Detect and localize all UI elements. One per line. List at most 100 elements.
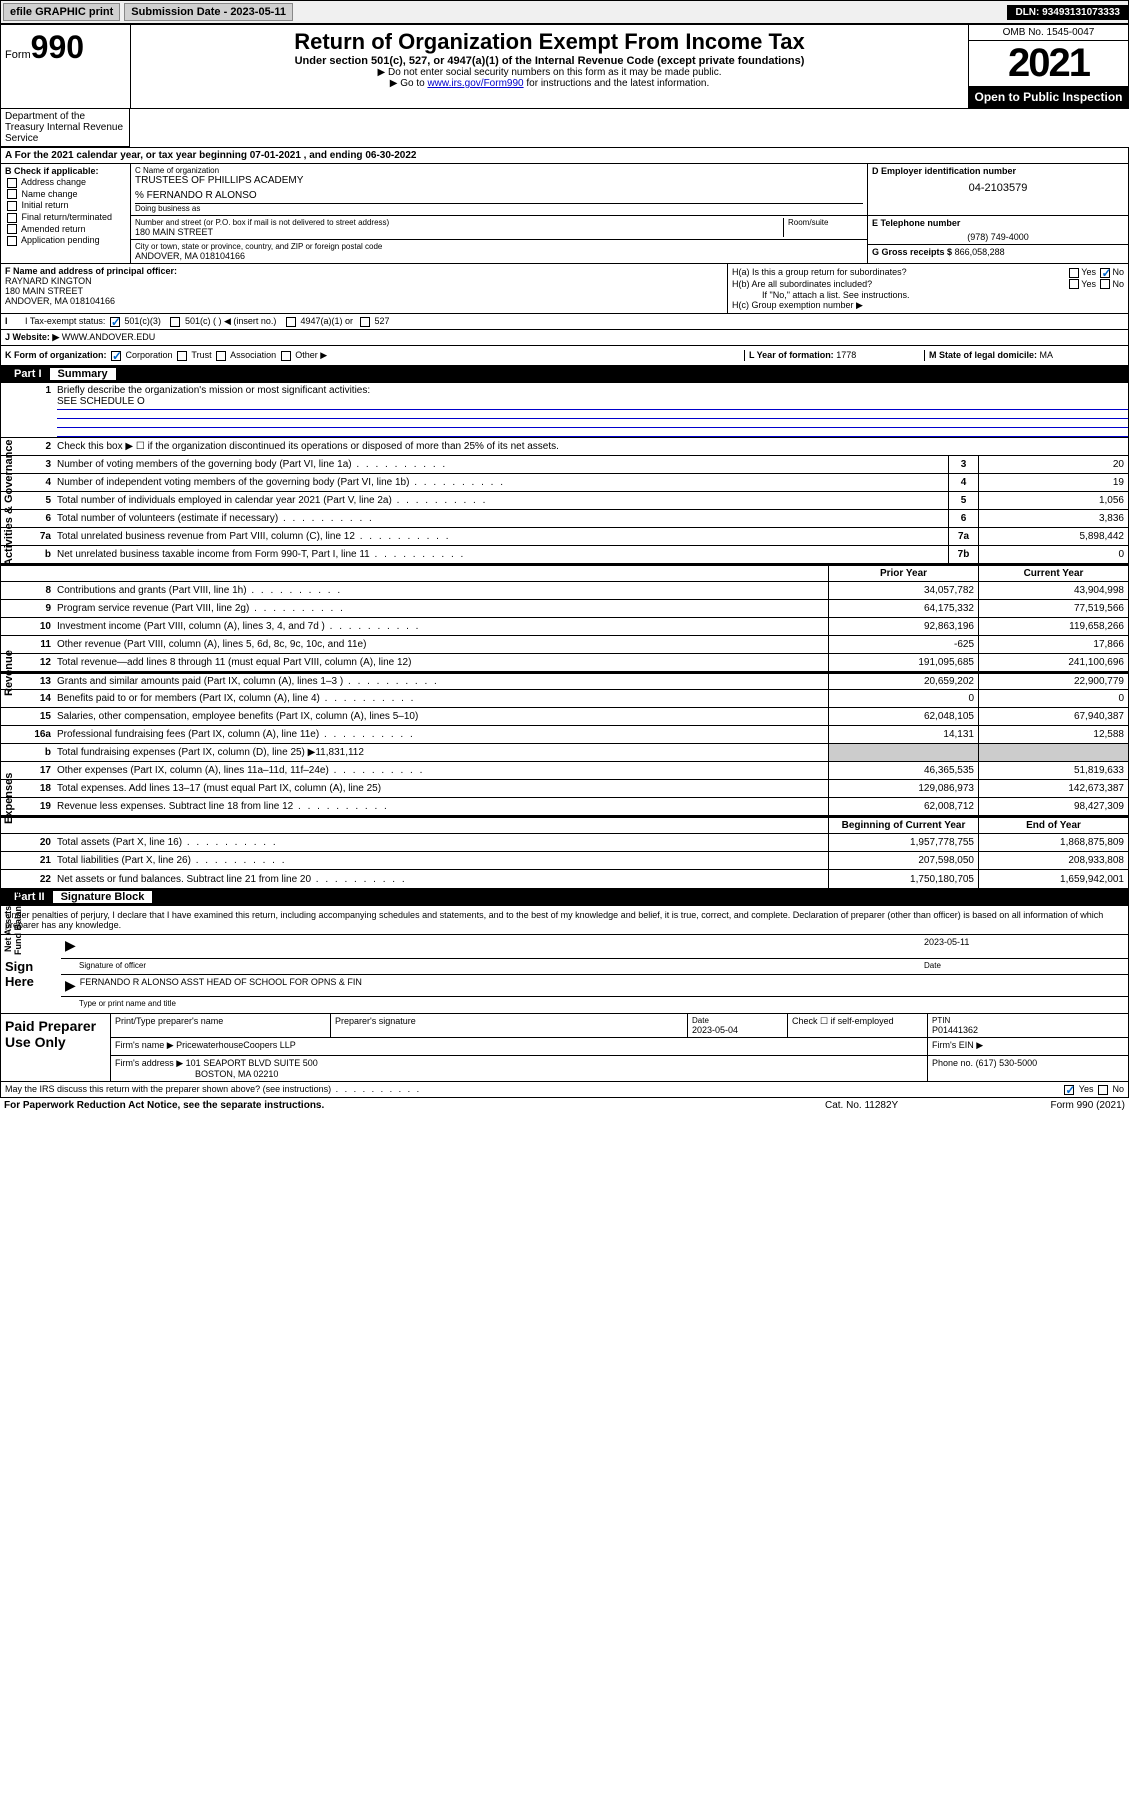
top-bar: efile GRAPHIC print Submission Date - 20… bbox=[0, 0, 1129, 24]
website[interactable]: WWW.ANDOVER.EDU bbox=[62, 332, 156, 342]
city-label: City or town, state or province, country… bbox=[135, 242, 863, 251]
title-box: Return of Organization Exempt From Incom… bbox=[131, 25, 968, 108]
hb-note: If "No," attach a list. See instructions… bbox=[732, 290, 1124, 300]
line-15: 15Salaries, other compensation, employee… bbox=[1, 708, 1128, 726]
line-2: 2Check this box ▶ ☐ if the organization … bbox=[1, 438, 1128, 456]
line-9: 9Program service revenue (Part VIII, lin… bbox=[1, 600, 1128, 618]
instr2-post: for instructions and the latest informat… bbox=[524, 78, 710, 89]
chk-app-pending[interactable]: Application pending bbox=[5, 235, 126, 246]
type-name-label: Type or print name and title bbox=[79, 999, 176, 1011]
line-7b: bNet unrelated business taxable income f… bbox=[1, 546, 1128, 564]
discuss-no[interactable] bbox=[1098, 1085, 1108, 1095]
chk-address-change[interactable]: Address change bbox=[5, 177, 126, 188]
tax-year: 2021 bbox=[969, 41, 1128, 86]
line-6: 6Total number of volunteers (estimate if… bbox=[1, 510, 1128, 528]
dln: DLN: 93493131073333 bbox=[1007, 5, 1128, 20]
chk-501c3[interactable] bbox=[110, 317, 120, 327]
hc-label: H(c) Group exemption number ▶ bbox=[732, 300, 1124, 311]
col-h: H(a) Is this a group return for subordin… bbox=[728, 264, 1128, 313]
ein-cell: D Employer identification number 04-2103… bbox=[868, 164, 1128, 215]
address-right: E Telephone number (978) 749-4000 G Gros… bbox=[868, 216, 1128, 263]
line-14: 14Benefits paid to or for members (Part … bbox=[1, 690, 1128, 708]
b-label: B Check if applicable: bbox=[5, 166, 126, 176]
submission-date: Submission Date - 2023-05-11 bbox=[124, 3, 293, 21]
col-b-checkboxes: B Check if applicable: Address change Na… bbox=[1, 164, 131, 263]
section-fh: F Name and address of principal officer:… bbox=[0, 264, 1129, 314]
pra-notice: For Paperwork Reduction Act Notice, see … bbox=[4, 1100, 825, 1111]
k-label: K Form of organization: bbox=[5, 350, 107, 360]
chk-final-return[interactable]: Final return/terminated bbox=[5, 212, 126, 223]
firm-addr-label: Firm's address ▶ bbox=[115, 1058, 183, 1068]
line-21: 21Total liabilities (Part X, line 26)207… bbox=[1, 852, 1128, 870]
main-title: Return of Organization Exempt From Incom… bbox=[135, 29, 964, 55]
ha-no[interactable] bbox=[1100, 268, 1110, 278]
sig-name-title: FERNANDO R ALONSO ASST HEAD OF SCHOOL FO… bbox=[80, 977, 1124, 994]
prep-name-label: Print/Type preparer's name bbox=[111, 1014, 331, 1037]
dept-treasury: Department of the Treasury Internal Reve… bbox=[0, 109, 130, 147]
chk-other[interactable] bbox=[281, 351, 291, 361]
sig-declaration: Under penalties of perjury, I declare th… bbox=[1, 906, 1128, 935]
chk-4947[interactable] bbox=[286, 317, 296, 327]
firm-addr-val: 101 SEAPORT BLVD SUITE 500 bbox=[186, 1058, 318, 1068]
part1-title: Summary bbox=[50, 368, 116, 380]
m-value: MA bbox=[1040, 350, 1054, 360]
year-header-1: Prior YearCurrent Year bbox=[1, 564, 1128, 582]
d-label: D Employer identification number bbox=[872, 166, 1124, 176]
line-22: 22Net assets or fund balances. Subtract … bbox=[1, 870, 1128, 888]
officer-street: 180 MAIN STREET bbox=[5, 286, 723, 296]
chk-trust[interactable] bbox=[177, 351, 187, 361]
form-ref: Form 990 (2021) bbox=[975, 1100, 1125, 1111]
ptin-val: P01441362 bbox=[932, 1025, 1124, 1035]
summary-body: Activities & Governance Revenue Expenses… bbox=[0, 382, 1129, 889]
vlabel-netassets: Net Assets orFund Balances bbox=[3, 883, 23, 963]
ln1-val: SEE SCHEDULE O bbox=[57, 396, 1128, 407]
line-20: 20Total assets (Part X, line 16)1,957,77… bbox=[1, 834, 1128, 852]
line-16a: 16aProfessional fundraising fees (Part I… bbox=[1, 726, 1128, 744]
ha-yes[interactable] bbox=[1069, 268, 1079, 278]
chk-initial-return[interactable]: Initial return bbox=[5, 200, 126, 211]
ha-label: H(a) Is this a group return for subordin… bbox=[732, 267, 1067, 277]
omb-number: OMB No. 1545-0047 bbox=[969, 25, 1128, 41]
line-12: 12Total revenue—add lines 8 through 11 (… bbox=[1, 654, 1128, 672]
org-name: TRUSTEES OF PHILLIPS ACADEMY bbox=[135, 175, 863, 186]
line-7a: 7aTotal unrelated business revenue from … bbox=[1, 528, 1128, 546]
signature-block: Under penalties of perjury, I declare th… bbox=[0, 905, 1129, 1098]
chk-527[interactable] bbox=[360, 317, 370, 327]
part1-header: Part I Summary bbox=[0, 366, 1129, 382]
gross-value: 866,058,288 bbox=[955, 247, 1005, 257]
discuss-label: May the IRS discuss this return with the… bbox=[5, 1084, 1062, 1095]
chk-corp[interactable] bbox=[111, 351, 121, 361]
vlabel-governance: Activities & Governance bbox=[3, 403, 15, 603]
j-label: J Website: ▶ bbox=[5, 332, 59, 342]
irs-link[interactable]: www.irs.gov/Form990 bbox=[427, 78, 523, 89]
inspection-label: Open to Public Inspection bbox=[969, 86, 1128, 108]
efile-button[interactable]: efile GRAPHIC print bbox=[3, 3, 120, 21]
chk-assoc[interactable] bbox=[216, 351, 226, 361]
part2-header: Part II Signature Block bbox=[0, 889, 1129, 905]
chk-501c[interactable] bbox=[170, 317, 180, 327]
instruction-2: ▶ Go to www.irs.gov/Form990 for instruct… bbox=[135, 78, 964, 89]
line-16b: bTotal fundraising expenses (Part IX, co… bbox=[1, 744, 1128, 762]
paid-preparer-label: Paid Preparer Use Only bbox=[1, 1014, 111, 1081]
line-13: 13Grants and similar amounts paid (Part … bbox=[1, 672, 1128, 690]
sig-date-val: 2023-05-11 bbox=[924, 937, 1124, 956]
instruction-1: ▶ Do not enter social security numbers o… bbox=[135, 67, 964, 78]
line-5: 5Total number of individuals employed in… bbox=[1, 492, 1128, 510]
g-label: G Gross receipts $ bbox=[872, 247, 952, 257]
hb-no[interactable] bbox=[1100, 279, 1110, 289]
discuss-yes[interactable] bbox=[1064, 1085, 1074, 1095]
subtitle: Under section 501(c), 527, or 4947(a)(1)… bbox=[135, 55, 964, 67]
form-label: Form bbox=[5, 49, 31, 61]
room-label: Room/suite bbox=[783, 218, 863, 237]
ptin-label: PTIN bbox=[932, 1016, 1124, 1025]
hb-yes[interactable] bbox=[1069, 279, 1079, 289]
line-17: 17Other expenses (Part IX, column (A), l… bbox=[1, 762, 1128, 780]
line-3: 3Number of voting members of the governi… bbox=[1, 456, 1128, 474]
check-self[interactable]: Check ☐ if self-employed bbox=[788, 1014, 928, 1037]
chk-name-change[interactable]: Name change bbox=[5, 189, 126, 200]
firm-name-label: Firm's name ▶ bbox=[115, 1040, 174, 1050]
line-18: 18Total expenses. Add lines 13–17 (must … bbox=[1, 780, 1128, 798]
chk-amended[interactable]: Amended return bbox=[5, 224, 126, 235]
part2-title: Signature Block bbox=[53, 891, 153, 903]
line-19: 19Revenue less expenses. Subtract line 1… bbox=[1, 798, 1128, 816]
